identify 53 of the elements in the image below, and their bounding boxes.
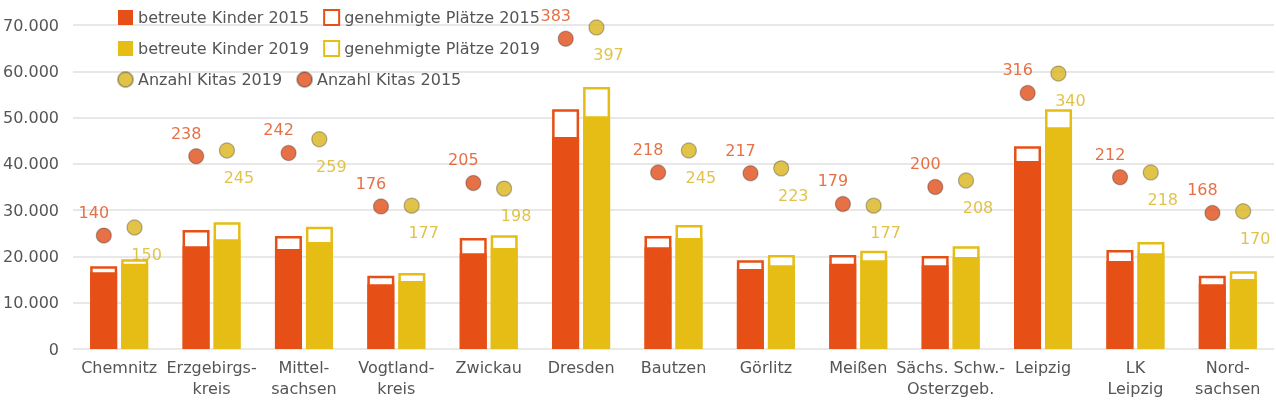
data-label: 223: [777, 185, 809, 205]
y-tick-label: 10.000: [3, 293, 59, 313]
data-label: 217: [725, 140, 756, 160]
data-label: 316: [1002, 60, 1033, 80]
x-tick-label: Vogtland- kreis: [358, 358, 435, 398]
data-label: 168: [1187, 180, 1218, 200]
data-label: 340: [1055, 91, 1086, 111]
x-tick-label: LK Leipzig: [1107, 358, 1164, 398]
data-label: 212: [1094, 144, 1126, 164]
y-tick-label: 50.000: [3, 108, 59, 128]
data-label: 242: [263, 120, 294, 140]
y-tick-label: 40.000: [3, 154, 59, 174]
legend-label: genehmigte Plätze 2015: [344, 8, 540, 27]
data-label: 245: [685, 168, 717, 188]
y-tick-label: 30.000: [3, 200, 59, 220]
x-tick-label: Meißen: [829, 358, 888, 377]
y-tick-label: 70.000: [3, 15, 59, 35]
x-tick-label: Chemnitz: [81, 358, 158, 377]
legend-label: betreute Kinder 2019: [138, 39, 310, 58]
x-tick-label: Sächs. Schw.- Osterzgeb.: [896, 358, 1006, 398]
y-tick-label: 0: [48, 339, 59, 359]
x-tick-label: Leipzig: [1015, 358, 1072, 377]
data-label: 177: [408, 223, 439, 243]
data-label: 259: [316, 156, 347, 176]
data-label: 176: [355, 173, 387, 193]
data-label: 200: [910, 154, 941, 174]
x-tick-label: Nord- sachsen: [1195, 358, 1261, 398]
x-tick-label: Görlitz: [739, 358, 793, 377]
data-label: 397: [593, 45, 624, 65]
data-label: 150: [131, 245, 162, 265]
data-label: 205: [448, 150, 479, 170]
legend-label: Anzahl Kitas 2019: [138, 70, 283, 89]
y-tick-label: 20.000: [3, 246, 59, 266]
x-tick-label: Bautzen: [640, 358, 707, 377]
data-label: 170: [1239, 228, 1271, 248]
x-tick-label: Dresden: [547, 358, 615, 377]
legend-label: betreute Kinder 2015: [138, 8, 310, 27]
data-label: 238: [170, 123, 202, 143]
data-label: 383: [540, 6, 572, 26]
data-label: 218: [632, 139, 664, 159]
legend-label: genehmigte Plätze 2019: [344, 39, 540, 58]
y-tick-label: 60.000: [3, 61, 59, 81]
data-label: 218: [1147, 190, 1179, 210]
data-label: 245: [223, 168, 255, 188]
data-label: 140: [78, 203, 110, 222]
data-label: 208: [962, 198, 994, 218]
legend-label: Anzahl Kitas 2015: [317, 70, 462, 89]
data-label: 177: [870, 223, 901, 243]
x-tick-label: Erzgebirgs- kreis: [166, 358, 257, 398]
x-tick-label: Mittel- sachsen: [271, 358, 337, 398]
x-tick-label: Zwickau: [455, 358, 522, 377]
data-label: 198: [500, 206, 532, 226]
data-label: 179: [817, 171, 849, 191]
